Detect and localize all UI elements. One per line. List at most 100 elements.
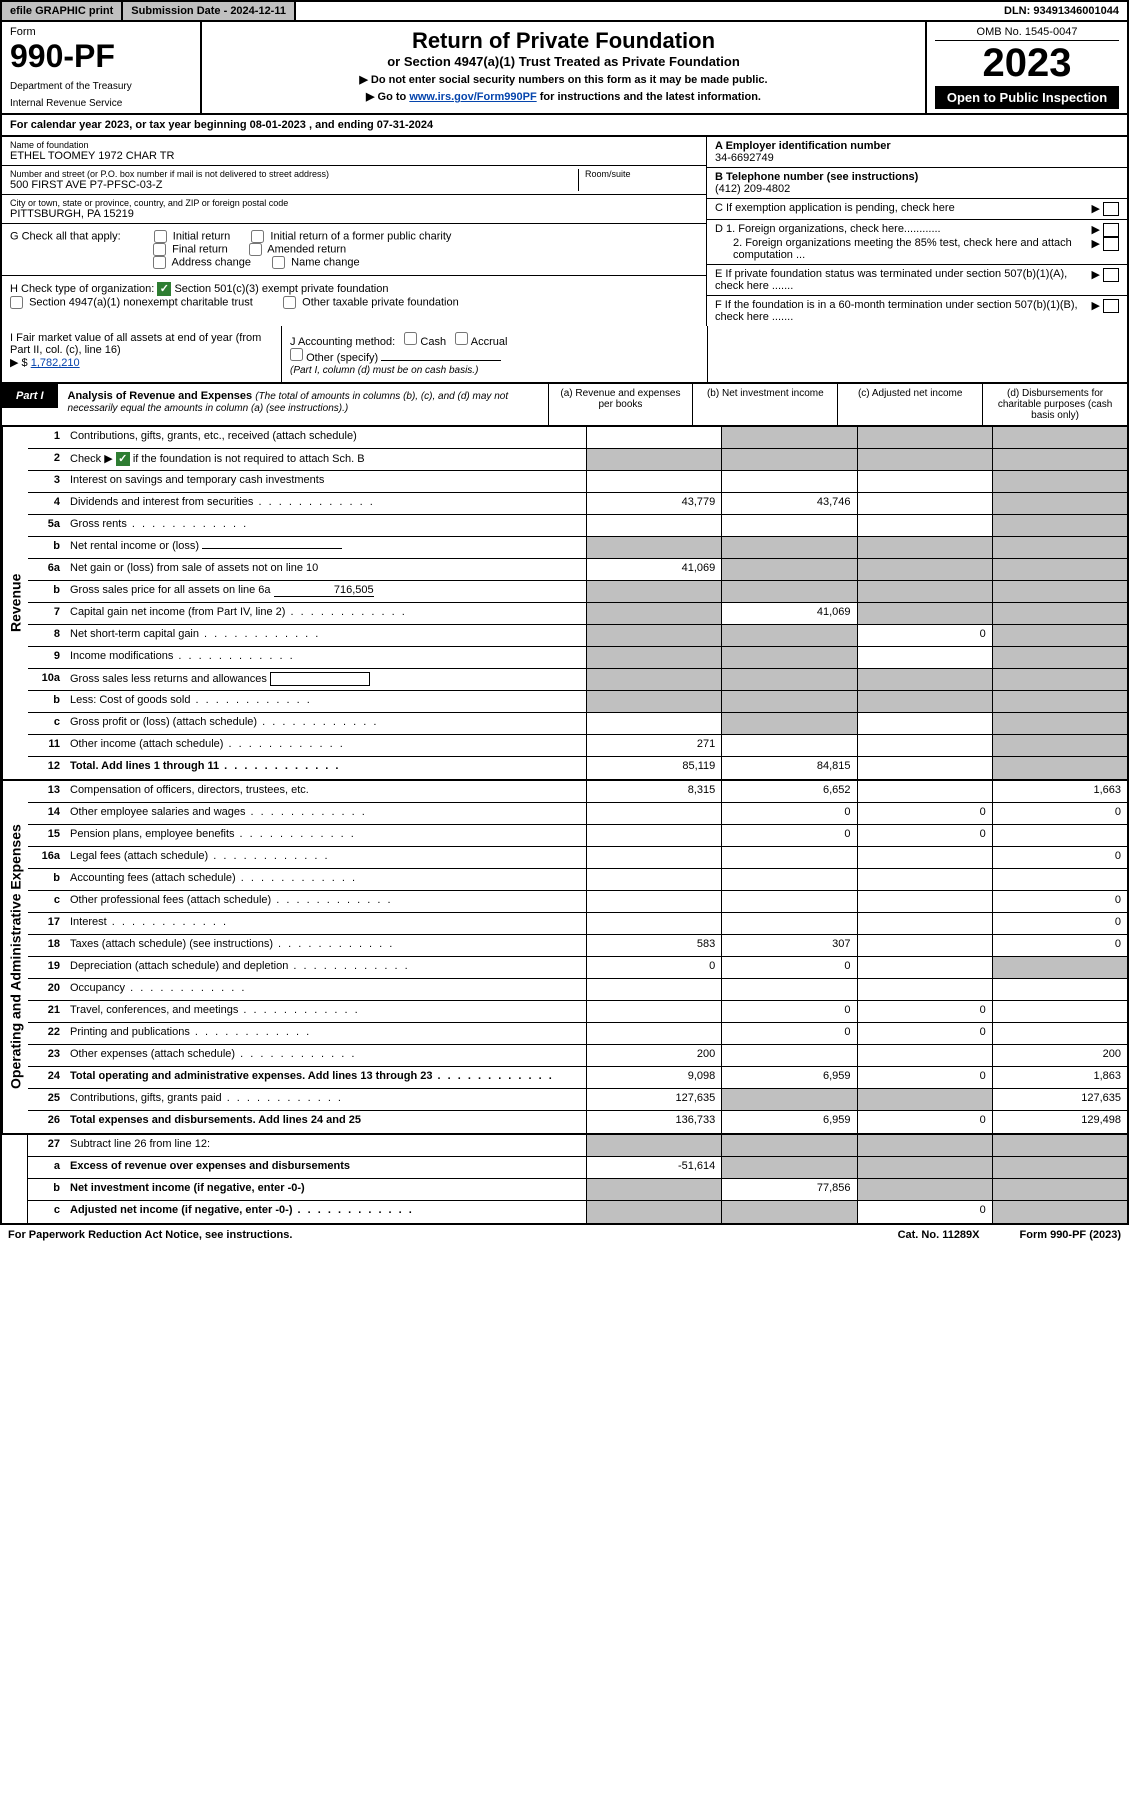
chk-other-method[interactable]: Other (specify) — [290, 352, 378, 364]
r14-c: 0 — [857, 803, 992, 824]
chk-initial-return[interactable]: Initial return — [154, 230, 231, 243]
d-cell: D 1. Foreign organizations, check here..… — [707, 220, 1127, 265]
row-2: 2Check ▶ ✓ if the foundation is not requ… — [28, 449, 1127, 471]
city-label: City or town, state or province, country… — [10, 198, 698, 208]
r26-a: 136,733 — [586, 1111, 721, 1133]
r26-d: 129,498 — [992, 1111, 1127, 1133]
h-opt1: Section 501(c)(3) exempt private foundat… — [174, 283, 388, 295]
r16b-desc: Accounting fees (attach schedule) — [66, 869, 586, 890]
name-label: Name of foundation — [10, 140, 698, 150]
part1-desc: Analysis of Revenue and Expenses (The to… — [58, 384, 548, 420]
note-link: ▶ Go to www.irs.gov/Form990PF for instru… — [208, 90, 919, 103]
r21-b: 0 — [721, 1001, 856, 1022]
r4-b: 43,746 — [721, 493, 856, 514]
row-10a: 10aGross sales less returns and allowanc… — [28, 669, 1127, 691]
row-4: 4Dividends and interest from securities4… — [28, 493, 1127, 515]
chk-e[interactable] — [1103, 268, 1119, 282]
part1-header: Part I Analysis of Revenue and Expenses … — [0, 384, 1129, 427]
chk-other-taxable[interactable]: Other taxable private foundation — [283, 296, 459, 309]
r27c-c: 0 — [857, 1201, 992, 1223]
expenses-table: Operating and Administrative Expenses 13… — [0, 781, 1129, 1135]
form-number: 990-PF — [10, 38, 192, 75]
r11-desc: Other income (attach schedule) — [66, 735, 586, 756]
r18-a: 583 — [586, 935, 721, 956]
address-cell: Number and street (or P.O. box number if… — [2, 166, 706, 195]
arrow-icon — [1091, 299, 1099, 323]
chk-final-return[interactable]: Final return — [153, 243, 228, 256]
col-b-header: (b) Net investment income — [692, 384, 837, 425]
row-17: 17Interest0 — [28, 913, 1127, 935]
opt5: Name change — [291, 256, 360, 268]
r10a-text: Gross sales less returns and allowances — [70, 673, 267, 685]
r26-c: 0 — [857, 1111, 992, 1133]
r27b-b: 77,856 — [721, 1179, 856, 1200]
row-5a: 5aGross rents — [28, 515, 1127, 537]
row-5b: bNet rental income or (loss) — [28, 537, 1127, 559]
r8-desc: Net short-term capital gain — [66, 625, 586, 646]
r12-a: 85,119 — [586, 757, 721, 779]
i-value[interactable]: 1,782,210 — [31, 357, 80, 369]
revenue-side-label: Revenue — [2, 427, 28, 779]
row-1: 1Contributions, gifts, grants, etc., rec… — [28, 427, 1127, 449]
form-word: Form — [10, 26, 192, 38]
foundation-name: ETHEL TOOMEY 1972 CHAR TR — [10, 150, 698, 162]
chk-501c3-checked[interactable]: ✓ — [157, 282, 171, 296]
city-cell: City or town, state or province, country… — [2, 195, 706, 224]
row-12: 12Total. Add lines 1 through 1185,11984,… — [28, 757, 1127, 779]
r18-b: 307 — [721, 935, 856, 956]
chk-initial-former[interactable]: Initial return of a former public charit… — [251, 230, 451, 243]
r10a-desc: Gross sales less returns and allowances — [66, 669, 586, 690]
r5b-text: Net rental income or (loss) — [70, 540, 199, 552]
r12-b: 84,815 — [721, 757, 856, 779]
r17-desc: Interest — [66, 913, 586, 934]
r26-desc: Total expenses and disbursements. Add li… — [66, 1111, 586, 1133]
r4-desc: Dividends and interest from securities — [66, 493, 586, 514]
row-11: 11Other income (attach schedule)271 — [28, 735, 1127, 757]
form-link[interactable]: www.irs.gov/Form990PF — [409, 91, 536, 103]
r6b-input[interactable] — [274, 584, 374, 597]
row-8: 8Net short-term capital gain0 — [28, 625, 1127, 647]
chk-cash[interactable]: Cash — [404, 336, 446, 348]
col-headers: (a) Revenue and expenses per books (b) N… — [548, 384, 1127, 425]
chk-c[interactable] — [1103, 202, 1119, 216]
r24-d: 1,863 — [992, 1067, 1127, 1088]
col-d-header: (d) Disbursements for charitable purpose… — [982, 384, 1127, 425]
row27-table: 27Subtract line 26 from line 12: aExcess… — [0, 1135, 1129, 1225]
chk-amended[interactable]: Amended return — [249, 243, 346, 256]
row-27c: cAdjusted net income (if negative, enter… — [28, 1201, 1127, 1223]
revenue-table: Revenue 1Contributions, gifts, grants, e… — [0, 427, 1129, 781]
r7-b: 41,069 — [721, 603, 856, 624]
r13-a: 8,315 — [586, 781, 721, 802]
r22-desc: Printing and publications — [66, 1023, 586, 1044]
part1-label: Part I — [2, 384, 58, 408]
j2: Other (specify) — [306, 352, 378, 364]
row-15: 15Pension plans, employee benefits00 — [28, 825, 1127, 847]
addr-label: Number and street (or P.O. box number if… — [10, 169, 578, 179]
foundation-name-cell: Name of foundation ETHEL TOOMEY 1972 CHA… — [2, 137, 706, 166]
note2-pre: ▶ Go to — [366, 91, 409, 103]
chk-d1[interactable] — [1103, 223, 1119, 237]
chk-schb-checked[interactable]: ✓ — [116, 452, 130, 466]
top-bar: efile GRAPHIC print Submission Date - 20… — [0, 0, 1129, 22]
row-7: 7Capital gain net income (from Part IV, … — [28, 603, 1127, 625]
r27b-desc: Net investment income (if negative, ente… — [66, 1179, 586, 1200]
chk-f[interactable] — [1103, 299, 1119, 313]
chk-name-change[interactable]: Name change — [272, 256, 360, 269]
efile-label[interactable]: efile GRAPHIC print — [2, 2, 123, 20]
r16a-d: 0 — [992, 847, 1127, 868]
chk-address-change[interactable]: Address change — [153, 256, 251, 269]
chk-d2[interactable] — [1103, 237, 1119, 251]
phone-cell: B Telephone number (see instructions) (4… — [707, 168, 1127, 199]
chk-accrual[interactable]: Accrual — [455, 336, 507, 348]
f-cell-dup — [707, 326, 1127, 382]
r27c-desc: Adjusted net income (if negative, enter … — [66, 1201, 586, 1223]
r6b-pre: Gross sales price for all assets on line… — [70, 584, 271, 596]
submission-date: Submission Date - 2024-12-11 — [123, 2, 296, 20]
d1-label: D 1. Foreign organizations, check here..… — [715, 223, 1091, 237]
note2-post: for instructions and the latest informat… — [537, 91, 761, 103]
r10c-desc: Gross profit or (loss) (attach schedule) — [66, 713, 586, 734]
row-6b: bGross sales price for all assets on lin… — [28, 581, 1127, 603]
r9-desc: Income modifications — [66, 647, 586, 668]
chk-4947[interactable]: Section 4947(a)(1) nonexempt charitable … — [10, 296, 253, 309]
phone-value: (412) 209-4802 — [715, 183, 1119, 195]
